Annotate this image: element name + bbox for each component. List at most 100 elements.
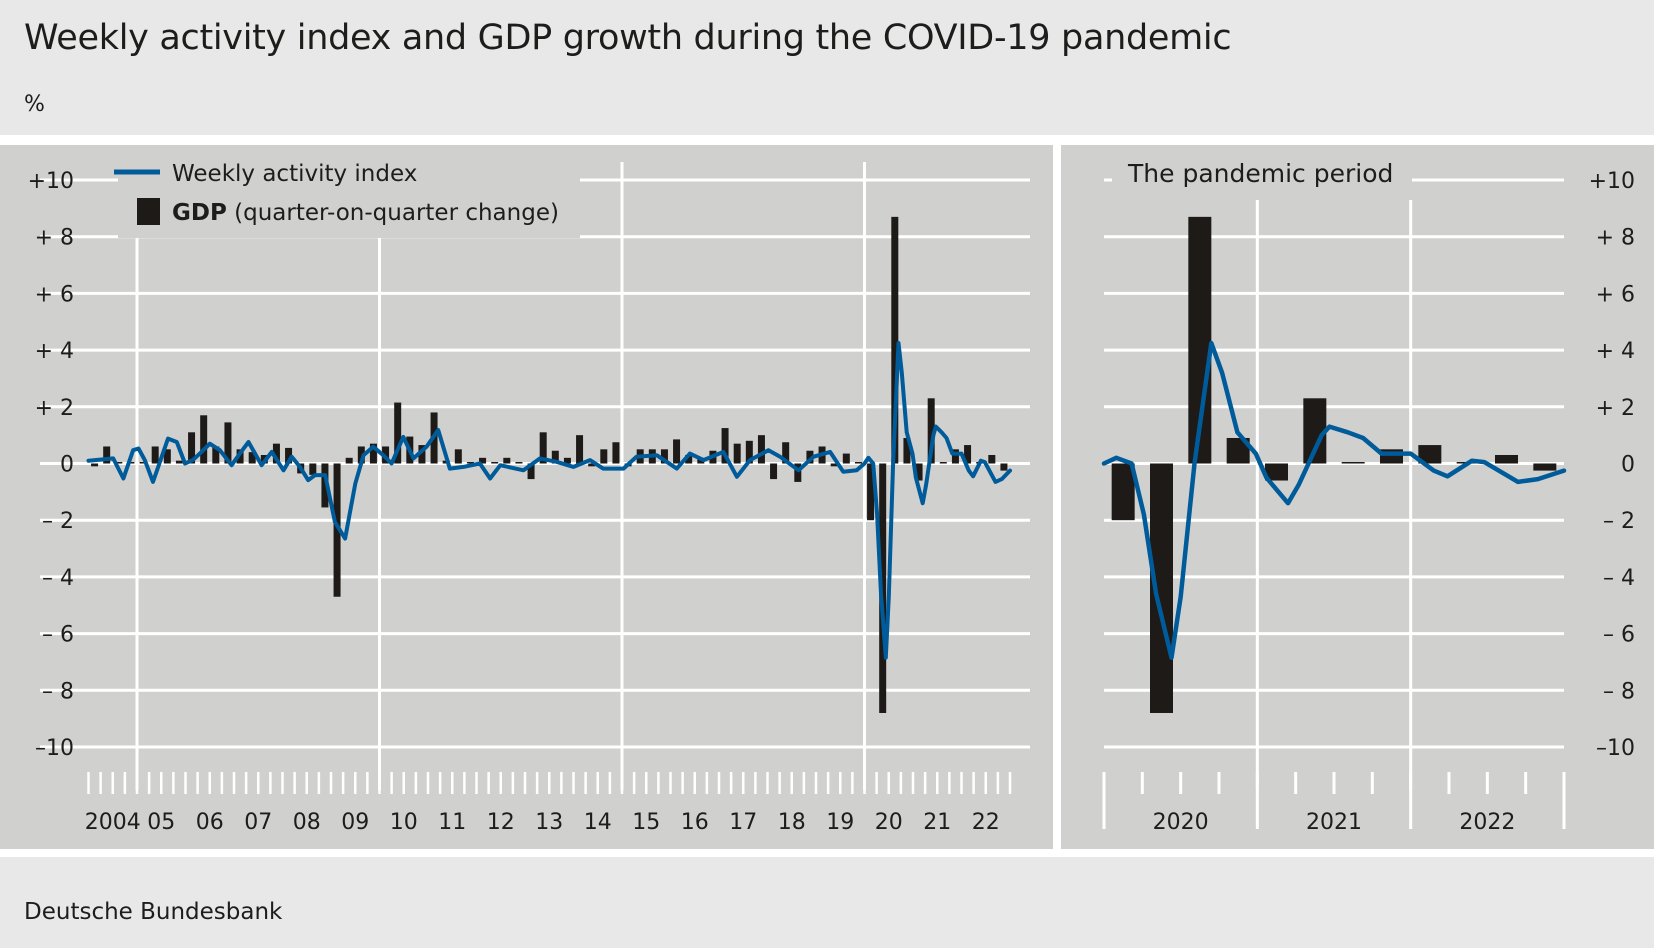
y-tick-label: 0 bbox=[60, 453, 74, 478]
x-tick-label: 14 bbox=[584, 810, 612, 835]
gdp-bar bbox=[721, 428, 729, 464]
gdp-bar bbox=[673, 439, 681, 464]
gdp-bar bbox=[1000, 463, 1008, 471]
x-tick-label: 05 bbox=[147, 810, 175, 835]
gdp-bar bbox=[466, 462, 474, 464]
weekly-index-line bbox=[1101, 340, 1567, 660]
gdp-bar bbox=[345, 457, 353, 464]
gdp-bar bbox=[539, 432, 547, 464]
gdp-bar bbox=[163, 449, 171, 464]
legend-weekly-index: Weekly activity index bbox=[172, 161, 417, 187]
gdp-bar bbox=[224, 422, 232, 464]
y-tick-label: – 2 bbox=[42, 509, 74, 534]
x-tick-label: 20 bbox=[875, 810, 903, 835]
x-tick-label: 21 bbox=[923, 810, 951, 835]
gdp-bar bbox=[1533, 463, 1557, 471]
gdp-bar bbox=[1150, 463, 1173, 713]
unit-label: % bbox=[24, 92, 45, 117]
gdp-bar bbox=[188, 432, 196, 464]
legend-background bbox=[118, 158, 580, 238]
gdp-bar bbox=[515, 462, 523, 464]
x-tick-label: 19 bbox=[826, 810, 854, 835]
y-tick-label: + 6 bbox=[35, 282, 74, 307]
gdp-bar bbox=[806, 450, 814, 464]
gdp-bar bbox=[927, 398, 935, 464]
y-tick-label: + 2 bbox=[1596, 396, 1635, 421]
gdp-bar bbox=[988, 454, 996, 464]
x-tick-label: 07 bbox=[244, 810, 272, 835]
gdp-bar bbox=[333, 463, 341, 597]
gdp-bar bbox=[891, 216, 899, 464]
gdp-bar bbox=[867, 463, 875, 521]
gdp-bar bbox=[454, 449, 462, 464]
gdp-bar bbox=[369, 443, 377, 464]
weekly-index-line bbox=[86, 341, 1012, 660]
gdp-bar bbox=[770, 463, 778, 480]
y-tick-label: – 6 bbox=[1603, 623, 1635, 648]
y-tick-label: + 2 bbox=[35, 396, 74, 421]
gdp-bar bbox=[1226, 437, 1250, 464]
gdp-bar bbox=[1111, 463, 1135, 521]
chart-title: Weekly activity index and GDP growth dur… bbox=[24, 18, 1232, 58]
legend-gdp: GDP (quarter-on-quarter change) bbox=[172, 200, 559, 226]
gdp-bar bbox=[830, 463, 838, 467]
gdp-bar bbox=[733, 443, 741, 464]
gdp-bar bbox=[1341, 462, 1365, 464]
y-tick-label: + 4 bbox=[1596, 339, 1635, 364]
gdp-bar bbox=[903, 437, 911, 464]
gdp-bar bbox=[745, 440, 753, 464]
gdp-bar bbox=[357, 446, 365, 464]
gdp-bar bbox=[551, 450, 559, 464]
legend-gdp-rest: (quarter-on-quarter change) bbox=[227, 200, 559, 226]
gdp-bar bbox=[503, 457, 511, 464]
x-tick-label: 22 bbox=[972, 810, 1000, 835]
gdp-bar bbox=[418, 445, 426, 464]
pandemic-panel-title: The pandemic period bbox=[1127, 159, 1393, 188]
gdp-bar bbox=[854, 462, 862, 464]
gdp-bar bbox=[175, 460, 183, 464]
gdp-bar bbox=[272, 443, 280, 464]
gdp-bar bbox=[479, 457, 487, 464]
y-tick-label: +10 bbox=[28, 169, 74, 194]
x-tick-label: 2004 bbox=[85, 810, 141, 835]
gdp-bar bbox=[139, 462, 147, 464]
gdp-bar bbox=[915, 463, 923, 481]
source-label: Deutsche Bundesbank bbox=[24, 899, 283, 925]
gdp-bar bbox=[151, 446, 159, 464]
gdp-bar bbox=[103, 446, 111, 464]
gdp-bar bbox=[757, 435, 765, 464]
gdp-bar bbox=[1303, 398, 1327, 464]
x-tick-label: 2021 bbox=[1306, 810, 1362, 835]
gdp-bar bbox=[1265, 463, 1288, 481]
y-tick-label: – 4 bbox=[42, 566, 74, 591]
x-tick-label: 10 bbox=[390, 810, 418, 835]
gdp-bar bbox=[91, 463, 99, 467]
gdp-bar bbox=[127, 462, 135, 464]
gdp-bar bbox=[600, 449, 608, 464]
y-tick-label: + 6 bbox=[1596, 282, 1635, 307]
x-tick-label: 15 bbox=[632, 810, 660, 835]
gdp-bar bbox=[794, 463, 802, 482]
gdp-bar bbox=[491, 462, 499, 464]
x-tick-label: 2022 bbox=[1459, 810, 1515, 835]
pandemic-panel bbox=[1061, 145, 1654, 849]
y-tick-label: + 8 bbox=[35, 226, 74, 251]
y-tick-label: – 8 bbox=[42, 679, 74, 704]
y-tick-label: – 8 bbox=[1603, 679, 1635, 704]
pandemic-chart: +10 + 8 + 6 + 4 + 2 0 – 2 – 4 – 6 – 8 –10 2020 2021 2… bbox=[1101, 169, 1635, 835]
legend-gdp-bold: GDP bbox=[172, 200, 227, 226]
y-tick-label: – 2 bbox=[1603, 509, 1635, 534]
y-tick-label: +10 bbox=[1589, 169, 1635, 194]
gdp-bar bbox=[660, 449, 668, 464]
gdp-bar bbox=[212, 446, 220, 464]
y-tick-label: – 6 bbox=[42, 623, 74, 648]
x-tick-label: 13 bbox=[535, 810, 563, 835]
gdp-bar bbox=[394, 402, 402, 464]
gdp-bar bbox=[1495, 454, 1518, 464]
x-tick-label: 17 bbox=[729, 810, 757, 835]
gdp-bar bbox=[685, 454, 693, 464]
x-tick-label: 11 bbox=[438, 810, 466, 835]
x-tick-label: 18 bbox=[778, 810, 806, 835]
gdp-bar bbox=[951, 449, 959, 464]
legend-bar-swatch bbox=[137, 198, 160, 225]
